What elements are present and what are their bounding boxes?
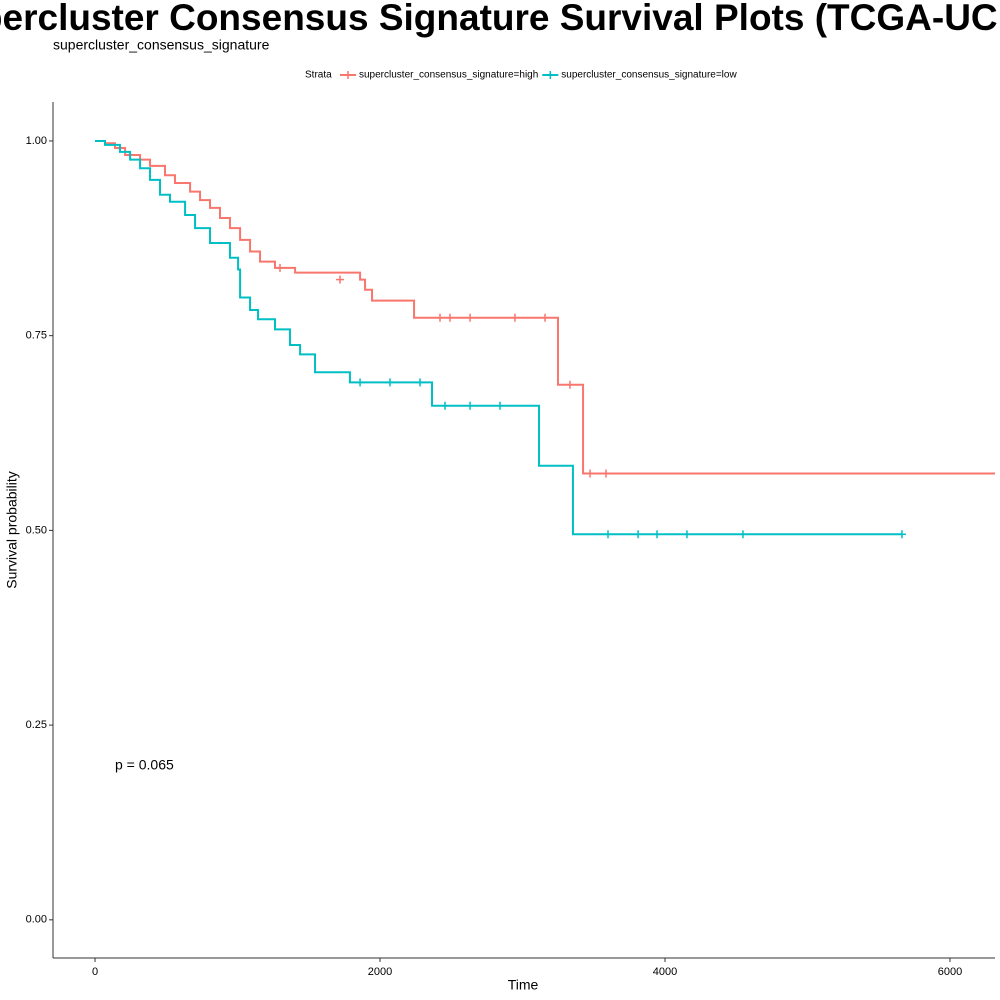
- censor-mark: [653, 530, 662, 539]
- censor-mark: [738, 530, 747, 539]
- censor-mark: [466, 401, 475, 410]
- x-tick-label: 6000: [938, 966, 962, 978]
- censor-mark: [541, 313, 550, 322]
- survival-curve: [95, 139, 902, 536]
- y-tick-label: 0.25: [26, 719, 47, 731]
- x-tick-label: 2000: [368, 966, 392, 978]
- legend-item: supercluster_consensus_signature=low: [542, 70, 737, 81]
- chart-title: Supercluster Consensus Signature Surviva…: [0, 0, 1000, 38]
- censor-mark: [602, 469, 611, 478]
- censor-mark: [356, 378, 365, 387]
- legend-item: supercluster_consensus_signature=high: [340, 70, 538, 81]
- censor-mark: [436, 313, 445, 322]
- censor-mark: [335, 275, 344, 284]
- x-axis-label: Time: [508, 977, 539, 993]
- legend-title: Strata: [305, 70, 332, 81]
- y-axis-label: Survival probability: [4, 471, 20, 589]
- censor-mark: [466, 313, 475, 322]
- censor-mark: [603, 530, 612, 539]
- censor-mark: [510, 313, 519, 322]
- censor-mark: [565, 380, 574, 389]
- censor-mark: [586, 469, 595, 478]
- censor-mark: [440, 401, 449, 410]
- y-tick-label: 0.50: [26, 524, 47, 536]
- censor-mark: [634, 530, 643, 539]
- censor-mark: [385, 378, 394, 387]
- censor-mark: [682, 530, 691, 539]
- legend-label: supercluster_consensus_signature=low: [561, 70, 737, 81]
- y-tick-label: 1.00: [26, 135, 47, 147]
- p-value: p = 0.065: [115, 757, 174, 773]
- chart-subtitle: supercluster_consensus_signature: [53, 37, 270, 53]
- censor-mark: [495, 401, 504, 410]
- y-tick-label: 0.75: [26, 330, 47, 342]
- legend-label: supercluster_consensus_signature=high: [359, 70, 538, 81]
- x-tick-label: 4000: [653, 966, 677, 978]
- y-tick-label: 0.00: [26, 914, 47, 926]
- censor-mark: [445, 313, 454, 322]
- censor-mark: [275, 263, 284, 272]
- censor-mark: [897, 530, 906, 539]
- censor-mark: [416, 378, 425, 387]
- x-tick-label: 0: [92, 966, 98, 978]
